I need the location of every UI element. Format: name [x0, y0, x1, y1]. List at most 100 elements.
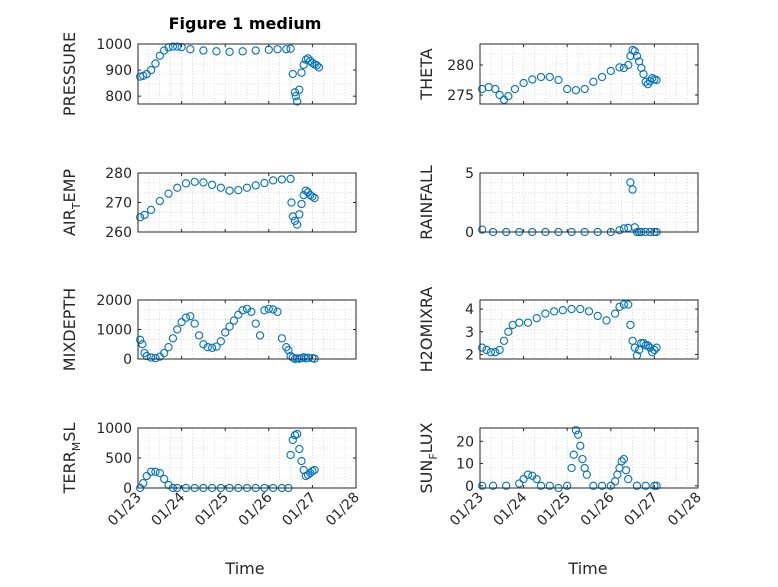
data-point	[491, 84, 500, 94]
data-point	[519, 474, 528, 484]
data-point	[260, 306, 269, 315]
data-point	[563, 481, 572, 490]
data-point	[297, 199, 306, 209]
axes-box	[479, 43, 699, 105]
data-point	[573, 430, 583, 439]
data-point	[495, 345, 504, 355]
data-point	[146, 467, 156, 476]
data-point	[602, 316, 611, 325]
y-tick-label: 1000	[96, 323, 132, 339]
data-point	[242, 304, 252, 313]
data-point	[576, 304, 585, 314]
y-axis-label: AIRTEMP	[60, 169, 83, 236]
data-point	[478, 343, 487, 352]
subplot-theta: 275 280 THETA	[417, 43, 699, 105]
data-point	[549, 307, 559, 316]
y-tick-label: 0	[123, 481, 132, 497]
data-point	[242, 183, 252, 192]
data-point	[486, 348, 496, 357]
data-point	[611, 309, 620, 318]
data-point	[225, 186, 234, 195]
data-point	[199, 178, 208, 187]
data-point	[288, 435, 297, 445]
data-point	[273, 307, 282, 316]
data-point	[212, 47, 221, 56]
data-point	[597, 481, 607, 490]
data-point	[491, 348, 500, 357]
subplot-rainfall: 0 5 RAINFALL	[417, 165, 699, 241]
data-point	[207, 343, 217, 352]
data-point	[260, 178, 269, 188]
data-point	[617, 457, 626, 466]
data-point	[643, 341, 653, 350]
data-point	[288, 69, 297, 79]
data-point	[641, 341, 650, 350]
subplot-air-temp: 260 270 280 AIRTEMP	[60, 166, 357, 241]
data-point	[589, 481, 598, 490]
data-point	[136, 213, 145, 222]
data-point	[523, 470, 533, 479]
data-point	[606, 66, 615, 76]
axes-box	[137, 43, 357, 105]
data-point	[624, 223, 633, 233]
data-point	[628, 185, 637, 194]
data-point	[558, 306, 567, 315]
y-tick-label: 800	[105, 89, 132, 105]
data-point	[140, 210, 149, 220]
data-point	[146, 353, 156, 362]
subplot-sun-flux: 0 10 20 01/23 01/24 01/25 01/26 01/27 01/28 SUNFL…	[417, 422, 705, 529]
data-point	[295, 210, 304, 219]
y-tick-label: 0	[465, 479, 474, 495]
data-point	[284, 345, 293, 355]
data-point	[532, 314, 541, 323]
data-point	[576, 441, 585, 450]
y-axis-label: H2OMIXRA	[417, 287, 436, 373]
data-point	[630, 343, 639, 352]
x-axis-label-left: Time	[224, 559, 264, 578]
data-point	[216, 337, 225, 346]
x-tick-label: 01/26	[578, 489, 618, 529]
data-point	[641, 481, 650, 490]
data-point	[626, 320, 635, 330]
data-point	[286, 44, 295, 53]
x-tick-label: 01/28	[665, 490, 705, 530]
subplot-h2omixra: 2 3 4 H2OMIXRA	[417, 287, 699, 373]
data-point	[168, 42, 178, 51]
data-point	[504, 92, 513, 101]
x-tick-label: 01/27	[279, 490, 319, 530]
y-axis-label: RAINFALL	[417, 165, 436, 240]
data-point	[292, 220, 302, 229]
data-point	[216, 183, 225, 192]
data-point	[589, 77, 598, 86]
data-point	[269, 305, 278, 314]
data-point	[541, 309, 550, 318]
data-point	[615, 63, 624, 72]
data-point	[295, 444, 304, 454]
data-point	[569, 450, 578, 459]
data-point	[299, 190, 308, 200]
x-tick-label: 01/26	[236, 489, 276, 529]
x-axis-label-right: Time	[567, 559, 607, 578]
data-point	[650, 345, 659, 355]
data-point	[619, 300, 629, 309]
data-point	[138, 340, 147, 349]
x-tick-label: 01/23	[447, 490, 487, 530]
data-point	[502, 481, 511, 490]
x-tick-label: 01/27	[621, 490, 661, 530]
data-point	[571, 426, 581, 435]
data-point	[247, 307, 256, 316]
x-tick-label: 01/28	[323, 490, 363, 530]
data-point	[554, 75, 563, 85]
data-point	[251, 46, 260, 55]
data-point	[624, 474, 633, 484]
data-point	[650, 481, 659, 490]
data-point	[632, 481, 642, 490]
data-point	[297, 68, 306, 77]
data-point	[292, 429, 302, 439]
data-point	[545, 72, 554, 82]
data-point	[151, 59, 160, 68]
data-point	[207, 180, 217, 189]
data-point	[181, 313, 191, 322]
y-tick-label: 1000	[96, 37, 132, 53]
